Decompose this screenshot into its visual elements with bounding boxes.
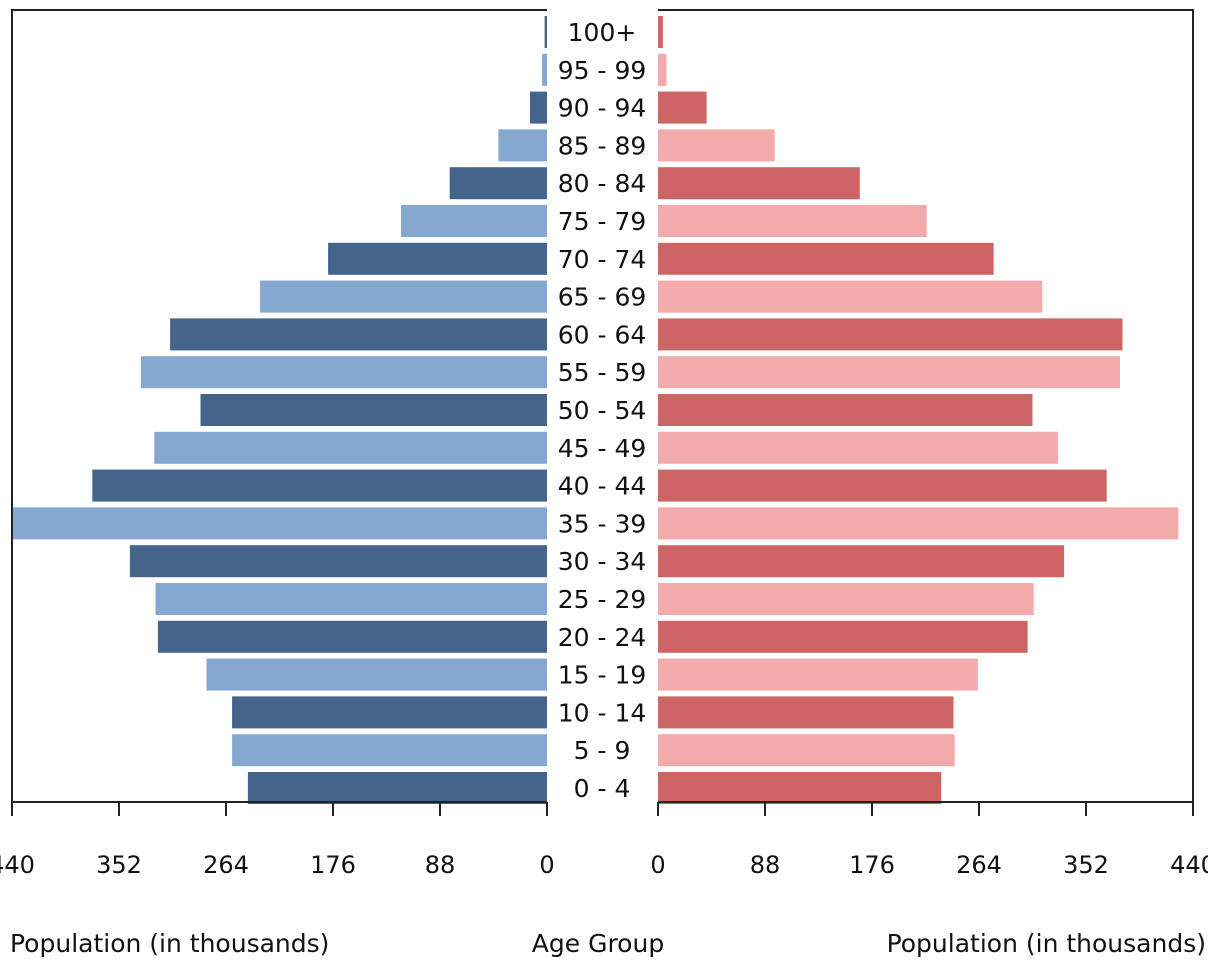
left-bar-60-64 [170, 318, 547, 351]
age-group-label: 60 - 64 [558, 320, 647, 349]
right-bar-90-94 [658, 91, 707, 124]
left-bar-85-89 [498, 129, 547, 162]
right-bar-85-89 [658, 129, 775, 162]
left-tick-label: 176 [310, 851, 356, 879]
right-bar-40-44 [658, 469, 1107, 502]
right-plot-frame [658, 9, 1194, 803]
age-group-label: 80 - 84 [558, 169, 647, 198]
right-bar-70-74 [658, 242, 994, 275]
right-bar-75-79 [658, 205, 927, 237]
age-group-label: 95 - 99 [558, 56, 647, 85]
age-group-label: 75 - 79 [558, 207, 647, 236]
right-bar-5-9 [658, 734, 955, 767]
left-plot-frame [11, 9, 547, 803]
left-tick-label: 88 [425, 851, 456, 879]
right-bar-10-14 [658, 696, 954, 729]
age-group-label: 45 - 49 [558, 434, 647, 463]
right-bar-65-69 [658, 280, 1043, 313]
right-bar-0-4 [658, 772, 942, 804]
left-bar-0-4 [247, 772, 547, 804]
left-bar-30-34 [129, 545, 547, 578]
age-group-label: 30 - 34 [558, 547, 647, 576]
age-group-label: 25 - 29 [558, 585, 647, 614]
left-bar-100+ [544, 16, 547, 48]
right-tick-label: 264 [956, 851, 1002, 879]
right-tick-label: 352 [1063, 851, 1109, 879]
right-bar-45-49 [658, 431, 1058, 464]
left-x-axis-ticks: 440 352 264 176 88 0 [0, 802, 555, 879]
age-group-label: 10 - 14 [558, 698, 647, 727]
left-bar-65-69 [260, 280, 547, 313]
left-bar-20-24 [157, 620, 547, 653]
left-bar-25-29 [155, 583, 547, 615]
left-bar-90-94 [530, 91, 547, 124]
left-bar-95-99 [542, 53, 547, 86]
age-group-label: 65 - 69 [558, 283, 647, 312]
left-tick-label: 0 [539, 851, 554, 879]
right-tick-label: 176 [849, 851, 895, 879]
right-bar-35-39 [658, 507, 1179, 540]
right-bar-55-59 [658, 356, 1120, 389]
left-bar-70-74 [328, 242, 547, 275]
right-bars [658, 16, 1179, 804]
left-bar-5-9 [232, 734, 547, 767]
right-x-axis-ticks: 440 352 264 176 88 0 [650, 802, 1208, 879]
left-tick-label: 352 [96, 851, 142, 879]
right-bar-60-64 [658, 318, 1123, 351]
right-bar-15-19 [658, 658, 978, 691]
left-x-axis-title: Population (in thousands) [10, 929, 329, 958]
age-group-label: 85 - 89 [558, 131, 647, 160]
right-bar-30-34 [658, 545, 1065, 578]
left-bar-80-84 [449, 167, 547, 200]
age-group-label: 50 - 54 [558, 396, 647, 425]
left-bar-50-54 [200, 394, 547, 426]
left-bar-15-19 [206, 658, 547, 691]
age-group-label: 35 - 39 [558, 509, 647, 538]
right-bar-80-84 [658, 167, 860, 200]
left-tick-label: 440 [0, 851, 35, 879]
age-group-label: 5 - 9 [574, 736, 631, 765]
left-bar-10-14 [232, 696, 547, 729]
age-group-label: 100+ [568, 18, 637, 47]
right-tick-label: 440 [1170, 851, 1208, 879]
left-bar-45-49 [154, 431, 548, 464]
left-bar-35-39 [12, 507, 547, 540]
age-group-label: 55 - 59 [558, 358, 647, 387]
age-group-label: 40 - 44 [558, 472, 647, 501]
left-bar-75-79 [401, 205, 547, 237]
right-bar-25-29 [658, 583, 1034, 615]
age-group-label: 20 - 24 [558, 623, 647, 652]
age-group-labels: 0 - 4 5 - 9 10 - 14 15 - 19 20 - 24 25 - 29 30… [558, 18, 647, 803]
right-x-axis-title: Population (in thousands) [887, 929, 1206, 958]
age-group-label: 70 - 74 [558, 245, 647, 274]
right-tick-label: 88 [750, 851, 781, 879]
left-bar-55-59 [140, 356, 547, 389]
age-group-label: 0 - 4 [574, 774, 631, 803]
left-bars [12, 16, 548, 804]
right-bar-50-54 [658, 394, 1033, 426]
age-group-label: 15 - 19 [558, 661, 647, 690]
right-bar-95-99 [658, 53, 667, 86]
right-bar-100+ [658, 16, 663, 48]
right-bar-20-24 [658, 620, 1028, 653]
left-bar-40-44 [92, 469, 548, 502]
right-tick-label: 0 [650, 851, 665, 879]
center-axis-title: Age Group [532, 929, 664, 958]
left-tick-label: 264 [203, 851, 249, 879]
age-group-label: 90 - 94 [558, 94, 647, 123]
